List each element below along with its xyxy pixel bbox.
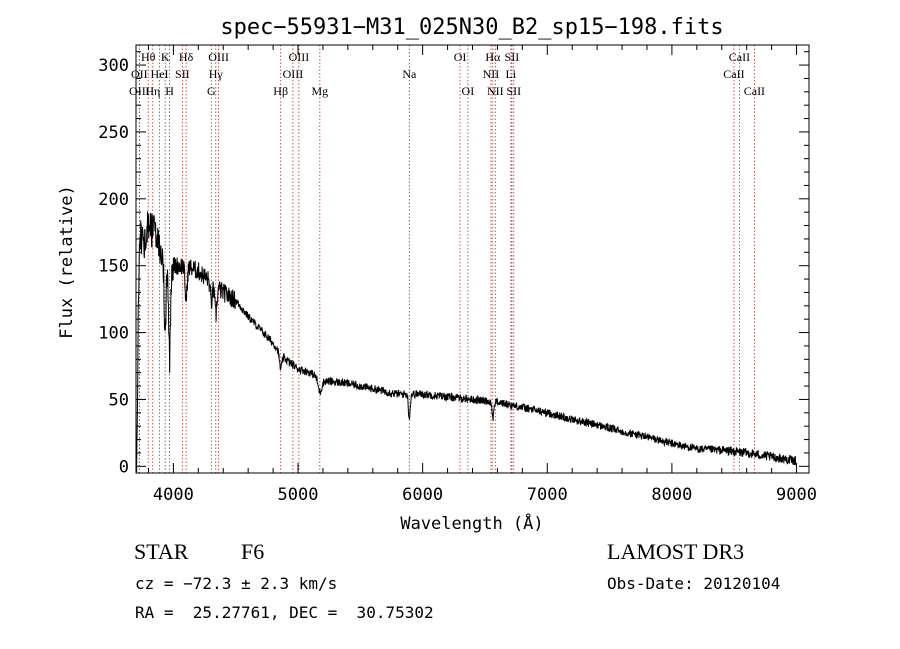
spectral-line-label: Li — [506, 67, 517, 81]
spectral-line-label: SII — [505, 50, 520, 64]
y-tick-label: 250 — [98, 123, 129, 143]
spectral-line-label: SII — [175, 67, 190, 81]
y-tick-label: 100 — [98, 324, 129, 344]
y-tick-label: 150 — [98, 257, 129, 277]
spectral-line-label: Hα — [485, 50, 501, 64]
spectral-line-label: G — [207, 84, 216, 98]
x-tick-label: 5000 — [278, 485, 319, 505]
x-axis-label: Wavelength (Å) — [400, 512, 543, 534]
spectral-line-label: OI — [462, 84, 475, 98]
spectral-line-label: NII — [483, 67, 500, 81]
spectral-line-label: H — [165, 84, 174, 98]
survey-name: LAMOST DR3 — [607, 539, 745, 564]
spectral-line-markers — [138, 45, 755, 473]
spectral-line-label: Hδ — [179, 50, 194, 64]
spectral-line-label: NII — [487, 84, 504, 98]
y-tick-label: 200 — [98, 190, 129, 210]
y-tick-label: 300 — [98, 56, 129, 76]
spectral-line-label: Na — [402, 67, 417, 81]
spectral-line-label: OIII — [208, 50, 229, 64]
spectral-line-label: K — [161, 50, 170, 64]
x-tick-label: 6000 — [402, 485, 443, 505]
spectral-line-label: Mg — [311, 84, 328, 98]
spectral-line-label: OII — [131, 67, 148, 81]
spectral-line-label: OI — [454, 50, 467, 64]
spectral-line-label: OIII — [289, 50, 310, 64]
spectral-line-label: Hβ — [273, 84, 288, 98]
y-tick-label: 0 — [119, 457, 129, 477]
chart-title: spec−55931−M31_025N30_B2_sp15−198.fits — [220, 15, 723, 40]
object-class: STAR — [134, 539, 189, 564]
spectral-line-label: HeI — [151, 67, 169, 81]
spectral-line-label: OIII — [283, 67, 304, 81]
spectral-line-label: CaII — [723, 67, 744, 81]
x-tick-label: 9000 — [776, 485, 817, 505]
spectral-line-label: OIII — [129, 84, 150, 98]
spectral-line-label: SII — [506, 84, 521, 98]
y-axis-ticks: 0 50 100 150 200 250 300 — [98, 51, 809, 477]
obs-date: Obs-Date: 20120104 — [607, 574, 781, 593]
spectral-line-label: Hγ — [209, 67, 224, 81]
y-tick-label: 50 — [109, 390, 129, 410]
x-tick-label: 8000 — [651, 485, 692, 505]
object-subclass: F6 — [241, 539, 265, 564]
y-axis-label: Flux (relative) — [57, 185, 77, 339]
spectral-line-label: CaII — [729, 50, 750, 64]
plot-frame — [135, 44, 810, 474]
x-axis-ticks: 4000 5000 6000 7000 8000 9000 — [147, 45, 817, 505]
spectrum-line — [136, 211, 797, 473]
x-tick-label: 4000 — [153, 485, 194, 505]
spectral-line-label: CaII — [744, 84, 765, 98]
redshift-text: cz = −72.3 ± 2.3 km/s — [135, 574, 338, 593]
spectral-line-label: Hη — [145, 84, 160, 98]
x-tick-label: 7000 — [527, 485, 568, 505]
coordinates-text: RA = 25.27761, DEC = 30.75302 — [135, 603, 434, 622]
spectral-line-label: Hθ — [141, 50, 156, 64]
